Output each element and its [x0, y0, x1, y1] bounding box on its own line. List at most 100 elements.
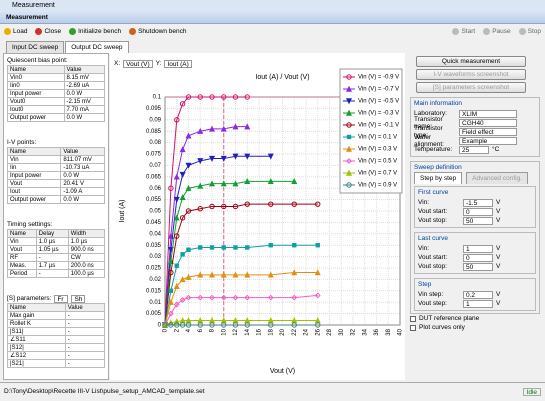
- x-selector[interactable]: Vout (V): [123, 60, 153, 68]
- section-header: Quiescent bias point:: [7, 56, 105, 65]
- cell: 1.7 µs: [35, 261, 69, 270]
- marker: [168, 288, 174, 293]
- header-row: Name Value: [7, 65, 106, 74]
- box[interactable]: [410, 315, 416, 322]
- marker: [209, 322, 215, 328]
- marker: [197, 271, 204, 278]
- marker: [346, 134, 352, 140]
- field-input[interactable]: Field effect: [459, 127, 517, 136]
- marker: [179, 194, 186, 201]
- field-input[interactable]: Example: [459, 136, 517, 145]
- toolbar-button[interactable]: Stop: [518, 28, 541, 36]
- tab[interactable]: Output DC sweep: [65, 41, 129, 53]
- checkbox[interactable]: Plot curves only: [410, 323, 540, 332]
- x-tick-label: 28: [327, 328, 333, 335]
- marker: [173, 214, 180, 221]
- x-tick-label: 22: [292, 328, 298, 335]
- cell: Period: [7, 269, 37, 278]
- marker: [244, 294, 251, 301]
- x-axis-label: Vout (V): [270, 368, 295, 375]
- field-input[interactable]: 0: [463, 207, 493, 216]
- marker: [314, 292, 321, 299]
- button-label: Pause: [492, 28, 511, 36]
- section-title: Quiescent bias point:: [7, 57, 68, 64]
- run-controls: Start Pause Stop: [452, 28, 541, 36]
- field-input[interactable]: CGH40: [459, 118, 517, 127]
- field-input[interactable]: 1: [463, 244, 493, 253]
- field: Vout start: 0 V: [418, 253, 532, 262]
- legend-label: Vin (V) = -0.3 V: [358, 111, 399, 117]
- marker: [244, 201, 250, 207]
- toolbar-button[interactable]: Load: [4, 28, 27, 36]
- dropdown[interactable]: Fr: [54, 294, 69, 303]
- icon: [69, 28, 77, 35]
- cell: -2.15 mV: [63, 97, 106, 106]
- marker: [179, 276, 186, 283]
- toolbar-button[interactable]: Pause: [483, 28, 511, 36]
- field-label: Vout stop:: [418, 263, 447, 270]
- y-tick-label: 0.1: [153, 95, 162, 101]
- x-tick-label: 18: [268, 328, 274, 335]
- toolbar-button[interactable]: Initialize bench: [69, 28, 121, 36]
- tab[interactable]: Step by step: [414, 171, 463, 184]
- marker: [267, 271, 274, 278]
- marker: [185, 184, 192, 191]
- field-input[interactable]: -1.5: [463, 198, 493, 207]
- marker: [179, 317, 186, 324]
- field-input[interactable]: 50: [463, 216, 493, 225]
- button[interactable]: I-V waveforms screenshot: [416, 69, 526, 80]
- marker: [179, 146, 186, 153]
- x-tick-label: 38: [386, 328, 392, 335]
- dropdown[interactable]: Sh: [71, 294, 86, 303]
- y-selector[interactable]: Iout (A): [164, 60, 192, 68]
- cell: 20.41 V: [60, 179, 105, 188]
- marker: [209, 245, 215, 250]
- marker: [232, 153, 239, 160]
- x-tick-label: 32: [351, 328, 357, 335]
- cell: -2.69 uA: [63, 81, 106, 90]
- field: Transistor type: Field effect: [414, 125, 536, 139]
- toolbar-button[interactable]: Close: [35, 28, 61, 36]
- marker: [173, 282, 180, 289]
- button-label: Close: [44, 28, 62, 36]
- marker: [197, 294, 204, 301]
- marker: [267, 178, 274, 185]
- field-input[interactable]: 50: [463, 262, 493, 271]
- tab[interactable]: Advanced config.: [466, 171, 529, 184]
- toolbar-button[interactable]: Start: [452, 28, 475, 36]
- marker: [244, 178, 251, 185]
- marker: [315, 201, 321, 207]
- marker: [232, 317, 239, 324]
- button[interactable]: Quick measurement: [416, 56, 526, 67]
- box[interactable]: [410, 324, 416, 331]
- marker: [291, 317, 298, 324]
- state: Idle: [522, 388, 541, 396]
- sweep-definition: Sweep definition Step by step Advanced con…: [410, 161, 540, 314]
- marker: [220, 294, 227, 301]
- marker: [168, 269, 174, 276]
- toolbar-button[interactable]: Shutdown bench: [129, 28, 187, 36]
- button[interactable]: [S] parameters screenshot: [416, 82, 526, 93]
- row: Iout0 7.70 mA: [7, 105, 106, 114]
- row: Vout 20.41 V: [6, 179, 105, 188]
- marker: [232, 94, 239, 100]
- field-input[interactable]: 25: [459, 145, 489, 154]
- field-input[interactable]: 0: [463, 253, 493, 262]
- y-tick-label: 0.035: [146, 243, 162, 249]
- field-input[interactable]: 1: [463, 299, 493, 308]
- y-tick-label: 0.07: [149, 163, 161, 169]
- cell: 7.70 mA: [63, 105, 106, 114]
- field: Wafer alignment: Example: [414, 134, 536, 148]
- table: Name Value Vin0 8.15 mV Iin0 -2.69 uA Input po…: [7, 65, 106, 122]
- cell: Iout0: [7, 105, 65, 114]
- tab[interactable]: Input DC sweep: [6, 41, 65, 53]
- section: [S] parameters: Fr Sh Name Value Max gain - Rol…: [7, 294, 106, 368]
- marker: [220, 125, 227, 132]
- field-input[interactable]: 0.2: [463, 290, 493, 299]
- field-input[interactable]: XLIM: [459, 109, 517, 118]
- marker: [220, 271, 227, 278]
- cell: 8.15 mV: [63, 73, 106, 82]
- x-tick-label: 8: [210, 328, 216, 332]
- checkbox[interactable]: DUT reference plane: [410, 314, 540, 323]
